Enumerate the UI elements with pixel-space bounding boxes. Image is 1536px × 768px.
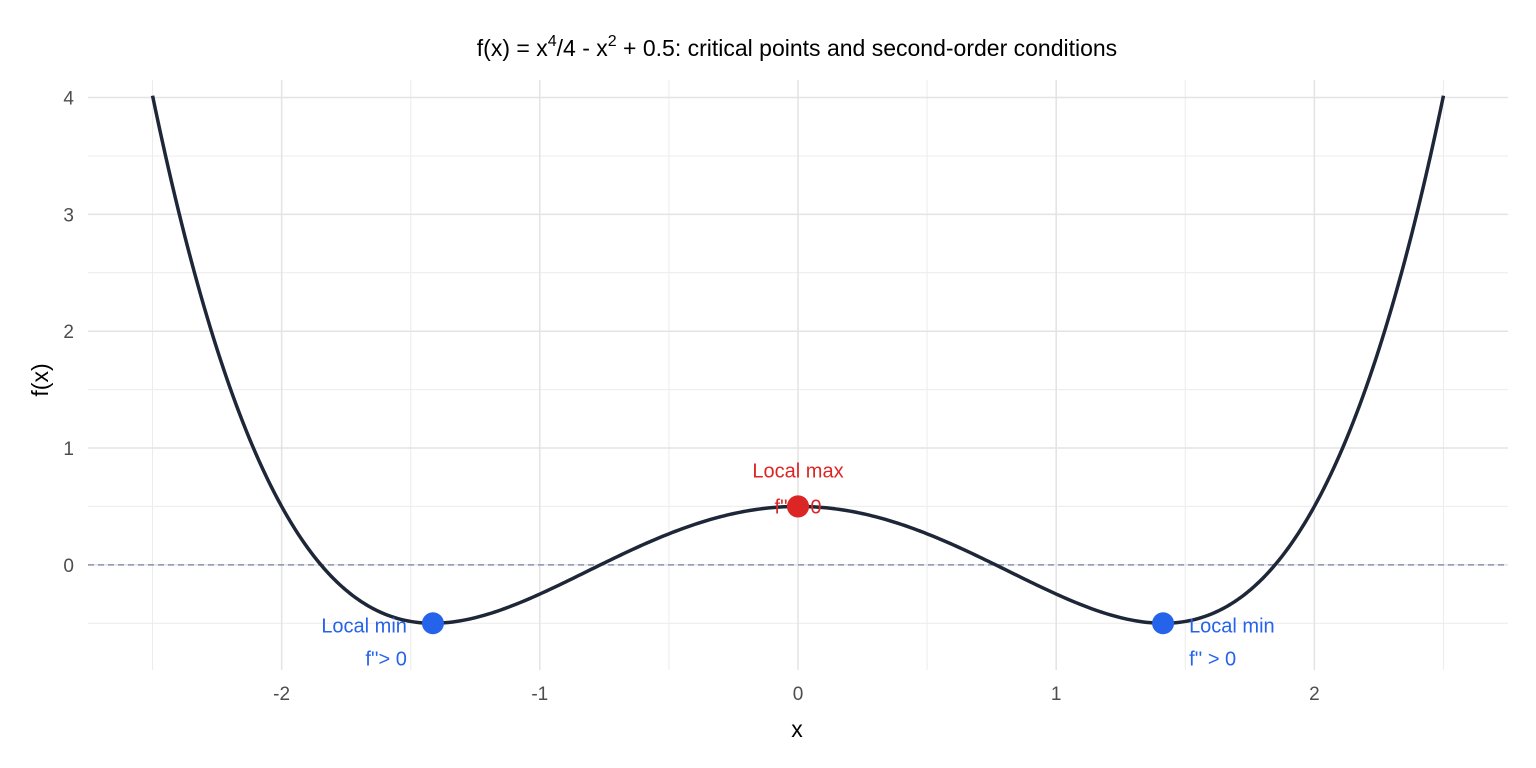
title-exp1: 4 <box>548 33 557 50</box>
y-tick-label: 3 <box>63 205 74 226</box>
critical-point-marker-top <box>787 495 809 518</box>
x-axis-title: x <box>791 716 803 742</box>
x-tick-label: 0 <box>793 684 804 705</box>
annotation-label: Local min <box>321 615 407 637</box>
y-tick-label: 2 <box>63 322 74 343</box>
title-mid: /4 - x <box>557 35 609 61</box>
x-tick-label: -2 <box>273 684 290 705</box>
x-tick-labels: -2 -1 0 1 2 <box>273 684 1319 705</box>
annotation-condition: f'' > 0 <box>1189 648 1236 670</box>
x-tick-label: 1 <box>1051 684 1062 705</box>
annotation-condition: f''> 0 <box>365 648 407 670</box>
critical-point-marker <box>421 612 444 635</box>
y-axis-title: f(x) <box>27 363 53 396</box>
y-tick-labels: 0 1 2 3 4 <box>63 89 74 577</box>
y-tick-label: 0 <box>63 556 74 577</box>
x-tick-label: 2 <box>1309 684 1320 705</box>
chart-title: f(x) = x4/4 - x2 + 0.5: critical points … <box>477 33 1117 61</box>
x-tick-label: -1 <box>531 684 548 705</box>
title-prefix: f(x) = x <box>477 35 548 61</box>
annotation-label: Local min <box>1189 615 1275 637</box>
y-tick-label: 1 <box>63 439 74 460</box>
title-exp2: 2 <box>608 33 617 50</box>
title-suffix: + 0.5: critical points and second-order … <box>617 35 1118 61</box>
y-tick-label: 4 <box>63 89 74 110</box>
annotation-label: Local max <box>752 460 843 482</box>
critical-point-marker <box>1152 612 1175 635</box>
grid <box>88 80 1508 670</box>
